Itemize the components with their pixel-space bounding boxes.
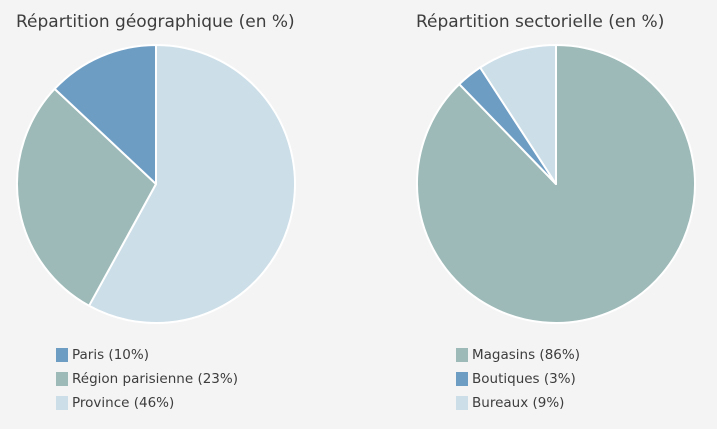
legend-label: Paris (10%) xyxy=(72,347,149,363)
sector-pie-chart xyxy=(416,44,696,324)
legend-label: Région parisienne (23%) xyxy=(72,371,238,387)
legend-swatch xyxy=(56,348,68,362)
legend-item: Boutiques (3%) xyxy=(456,367,580,391)
legend-label: Boutiques (3%) xyxy=(472,371,576,387)
geographic-chart-title: Répartition géographique (en %) xyxy=(16,12,295,32)
legend-item: Paris (10%) xyxy=(56,343,238,367)
legend-swatch xyxy=(456,396,468,410)
legend-swatch xyxy=(56,396,68,410)
legend-item: Magasins (86%) xyxy=(456,343,580,367)
pie-slice-paris xyxy=(53,44,157,185)
legend-item: Bureaux (9%) xyxy=(456,391,580,415)
geographic-chart-panel: Répartition géographique (en %) Paris (1… xyxy=(0,0,358,429)
sector-legend: Magasins (86%) Boutiques (3%) Bureaux (9%) xyxy=(456,343,580,415)
legend-swatch xyxy=(56,372,68,386)
legend-item: Province (46%) xyxy=(56,391,238,415)
geographic-pie-chart xyxy=(16,44,296,324)
legend-label: Magasins (86%) xyxy=(472,347,580,363)
legend-swatch xyxy=(456,348,468,362)
pie-slice-province xyxy=(88,44,296,324)
sector-chart-title: Répartition sectorielle (en %) xyxy=(416,12,665,32)
geographic-legend: Paris (10%) Région parisienne (23%) Provin… xyxy=(56,343,238,415)
pie-slice-region-parisienne xyxy=(16,87,157,307)
legend-item: Région parisienne (23%) xyxy=(56,367,238,391)
legend-label: Province (46%) xyxy=(72,395,175,411)
sector-chart-panel: Répartition sectorielle (en %) Magasins … xyxy=(400,0,717,429)
legend-label: Bureaux (9%) xyxy=(472,395,565,411)
legend-swatch xyxy=(456,372,468,386)
pie-slice-bureaux xyxy=(479,44,557,185)
